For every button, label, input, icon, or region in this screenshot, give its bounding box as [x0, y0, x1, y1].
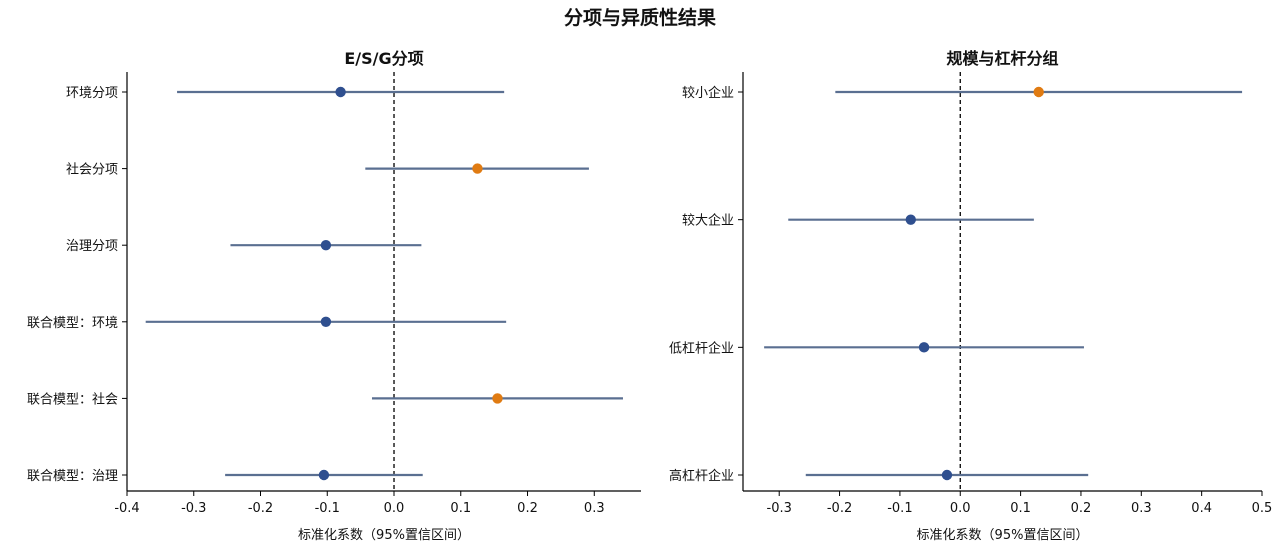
x-tick-label: -0.1 [887, 501, 912, 516]
x-axis-label: 标准化系数（95%置信区间） [298, 528, 470, 543]
x-tick-label: 0.3 [1131, 501, 1152, 516]
x-tick-label: -0.3 [767, 501, 792, 516]
y-tick-label: 高杠杆企业 [669, 468, 734, 484]
estimate-point [905, 214, 916, 225]
y-tick-label: 环境分项 [66, 86, 118, 101]
estimate-point [941, 469, 953, 481]
x-tick-label: -0.1 [315, 501, 340, 516]
x-tick-label: 0.2 [1071, 501, 1092, 516]
y-tick-label: 联合模型：环境 [27, 316, 118, 331]
estimate-point [472, 163, 483, 174]
estimate-point [492, 393, 503, 404]
x-tick-label: 0.1 [450, 501, 471, 516]
x-tick-label: -0.3 [181, 501, 206, 516]
y-tick-label: 较大企业 [682, 213, 734, 229]
x-tick-label: 0.0 [950, 501, 971, 516]
x-tick-label: 0.2 [517, 501, 538, 516]
estimate-point [918, 342, 930, 353]
estimate-point [335, 86, 346, 98]
estimate-point [1033, 86, 1044, 98]
x-tick-label: 0.1 [1010, 501, 1031, 516]
x-tick-label: 0.0 [384, 501, 405, 516]
panel-size-leverage: 规模与杠杆分组 -0.3 -0.2 -0.1 0.0 0.1 0.2 0.3 0.4 0.5 标准化… [669, 49, 1272, 543]
y-tick-label: 社会分项 [66, 162, 118, 178]
y-tick-label: 低杠杆企业 [669, 340, 734, 356]
estimate-point [318, 469, 330, 481]
y-tick-label: 联合模型：社会 [27, 391, 118, 407]
y-tick-label: 联合模型：治理 [27, 469, 118, 484]
x-tick-label: -0.2 [248, 501, 273, 516]
y-tick-label: 治理分项 [66, 239, 118, 254]
x-tick-label: -0.4 [114, 501, 139, 516]
x-tick-label: -0.2 [827, 501, 852, 516]
figure-title: 分项与异质性结果 [564, 6, 716, 29]
y-tick-label: 较小企业 [682, 85, 734, 101]
x-tick-label: 0.4 [1191, 501, 1212, 516]
panel-title: E/S/G分项 [344, 49, 423, 68]
estimate-point [320, 240, 332, 251]
x-tick-label: 0.3 [584, 501, 605, 516]
x-axis-label: 标准化系数（95%置信区间） [917, 528, 1089, 543]
panel-esg: E/S/G分项 -0.4 -0.3 -0.2 -0.1 0.0 0.1 0.2 0.3 标准化系数… [27, 49, 641, 543]
panel-title: 规模与杠杆分组 [946, 49, 1058, 68]
estimate-point [320, 316, 332, 327]
x-tick-label: 0.5 [1252, 501, 1273, 516]
